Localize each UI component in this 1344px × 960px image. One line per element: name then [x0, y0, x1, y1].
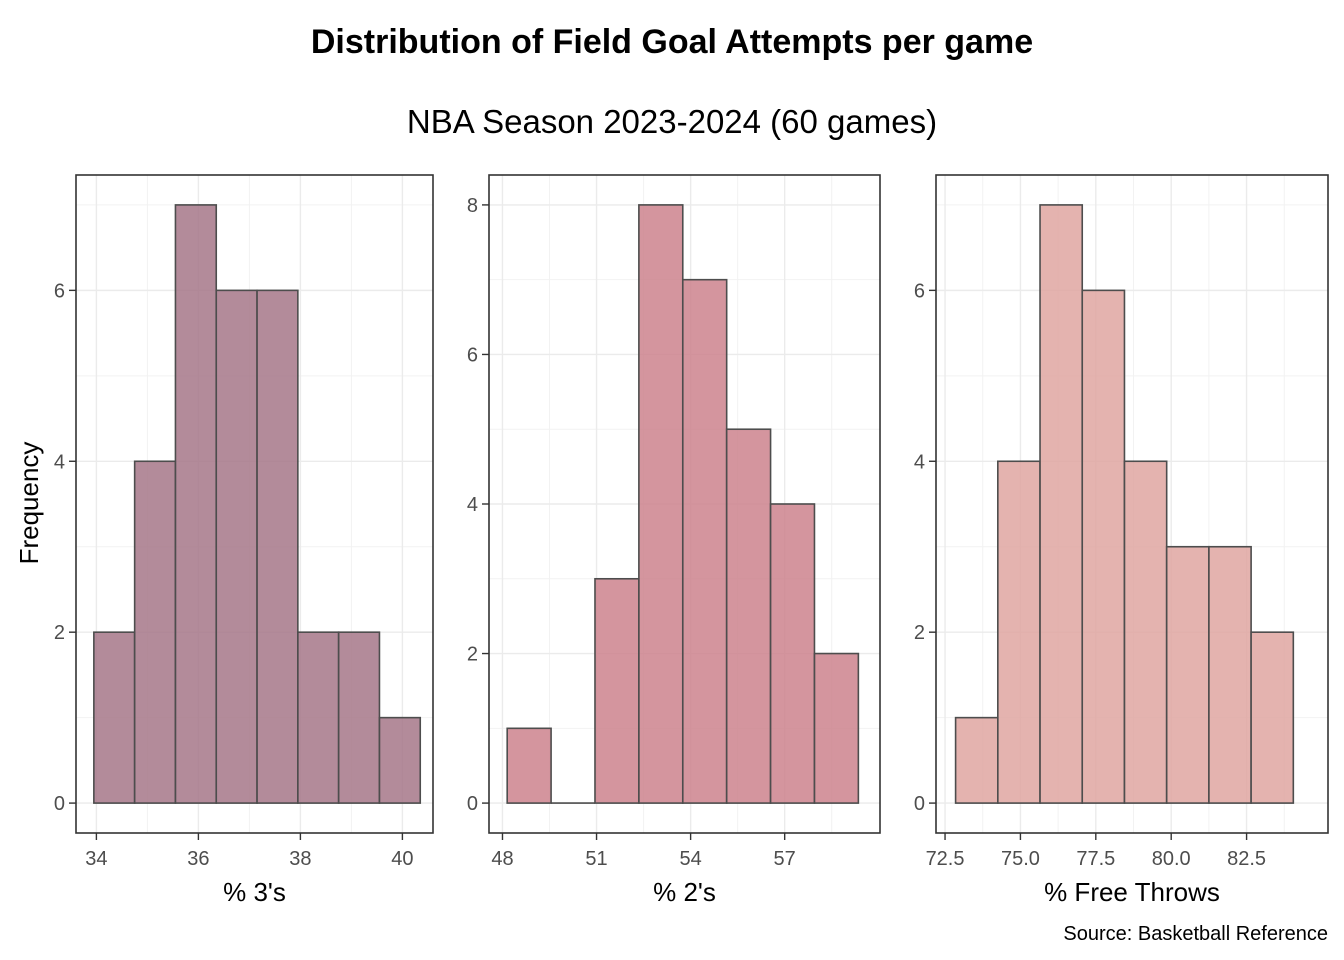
histogram-bar [1123, 460, 1168, 804]
histogram-bar [681, 278, 728, 804]
y-tick-label: 6 [467, 344, 478, 366]
histogram-bar [93, 631, 136, 804]
x-tick-label: 34 [85, 848, 107, 870]
x-tick-label: 72.5 [926, 848, 965, 870]
x-tick-label: 38 [289, 848, 311, 870]
histogram-bar [1165, 545, 1210, 804]
x-axis-label: % 3's [223, 877, 286, 907]
histogram-bar [133, 460, 177, 804]
chart-title: Distribution of Field Goal Attempts per … [311, 23, 1033, 61]
histogram-bar [769, 503, 816, 804]
histogram-bar [638, 204, 684, 804]
y-tick-label: 2 [467, 644, 478, 666]
histogram-bar [954, 716, 999, 804]
x-tick-label: 36 [187, 848, 209, 870]
x-tick-label: 48 [491, 848, 513, 870]
histogram-bar [1039, 204, 1084, 804]
y-axis-label: Frequency [14, 442, 44, 565]
y-tick-label: 4 [54, 451, 65, 473]
source-caption: Source: Basketball Reference [1063, 923, 1328, 945]
y-tick-label: 0 [914, 793, 925, 815]
x-axis-label: % 2's [653, 877, 716, 907]
y-tick-label: 0 [54, 793, 65, 815]
histogram-bar [997, 460, 1041, 804]
x-tick-label: 75.0 [1001, 848, 1040, 870]
x-tick-label: 80.0 [1152, 848, 1191, 870]
histogram-bar [174, 204, 218, 804]
x-axis-label: % Free Throws [1044, 877, 1220, 907]
y-tick-label: 2 [914, 622, 925, 644]
y-tick-label: 4 [914, 451, 925, 473]
x-tick-label: 54 [679, 848, 701, 870]
panel-3: 72.5 75.0 77.5 80.0 82.5 0 2 4 6 % Free Throws [914, 174, 1329, 907]
histogram-bar [215, 289, 258, 804]
panel-border [935, 174, 1329, 834]
histogram-bar [1208, 545, 1252, 804]
x-tick-label: 51 [585, 848, 607, 870]
y-tick-label: 6 [914, 280, 925, 302]
x-tick-label: 82.5 [1227, 848, 1266, 870]
histogram-bar [1081, 289, 1126, 804]
histogram-bar [256, 289, 299, 804]
x-tick-label: 77.5 [1076, 848, 1115, 870]
histogram-bar [725, 428, 772, 804]
histogram-bar [1250, 631, 1295, 804]
histogram-bar [813, 652, 860, 804]
x-tick-label: 57 [774, 848, 796, 870]
y-tick-label: 4 [467, 494, 478, 516]
histogram-bar [337, 631, 381, 804]
y-tick-label: 8 [467, 195, 478, 217]
histogram-bar [297, 631, 340, 804]
histogram-bar [594, 577, 640, 804]
histogram-bar [378, 716, 422, 804]
chart-subtitle: NBA Season 2023-2024 (60 games) [407, 103, 937, 140]
x-tick-label: 40 [391, 848, 413, 870]
panel-1: 34 36 38 40 0 2 4 6 % 3's [54, 174, 434, 907]
histogram-bar [506, 727, 552, 804]
y-tick-label: 2 [54, 622, 65, 644]
y-tick-label: 0 [467, 793, 478, 815]
y-tick-label: 6 [54, 280, 65, 302]
panel-2: 48 51 54 57 0 2 4 6 8 % 2's [467, 174, 881, 907]
panel-border [75, 174, 434, 834]
